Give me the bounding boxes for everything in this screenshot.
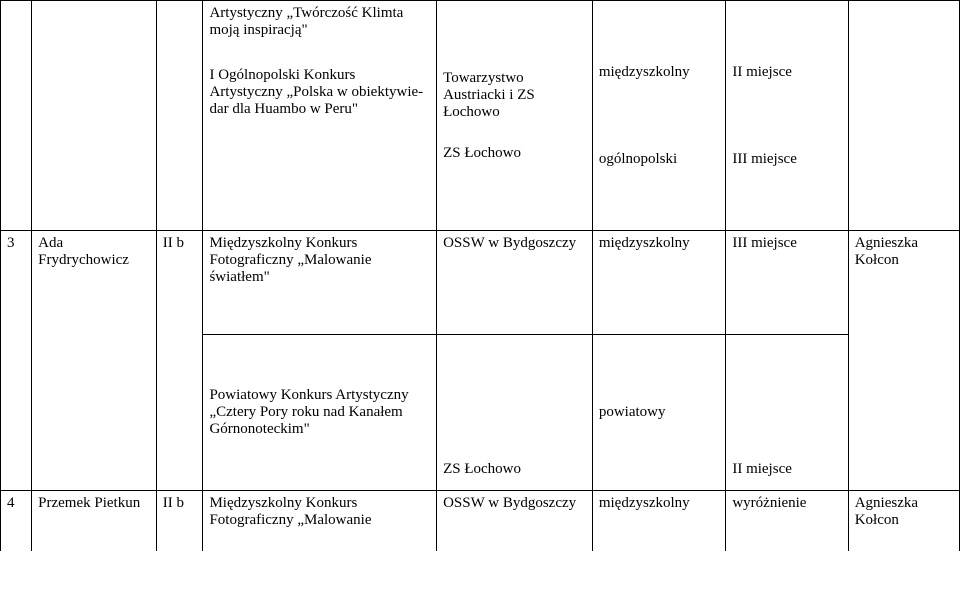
venue-a: Towarzystwo Austriacki i ZS Łochowo — [443, 70, 586, 121]
level-text: powiatowy — [599, 404, 720, 421]
place-text: II miejsce — [732, 461, 841, 478]
contest-text: Powiatowy Konkurs Artystyczny „Cztery Po… — [209, 387, 430, 438]
cell-level: międzyszkolny — [592, 491, 726, 551]
cell-venue: OSSW w Bydgoszczy — [437, 231, 593, 335]
cell-class: II b — [156, 231, 203, 491]
cell-contest: Powiatowy Konkurs Artystyczny „Cztery Po… — [203, 335, 437, 491]
cell-num: 4 — [1, 491, 32, 551]
cell-teacher — [848, 1, 959, 231]
cell-place: II miejsce — [726, 335, 848, 491]
cell-class — [156, 1, 203, 231]
cell-place: wyróżnienie — [726, 491, 848, 551]
place-a: II miejsce — [732, 64, 841, 81]
place-b: III miejsce — [732, 151, 841, 168]
cell-name — [32, 1, 157, 231]
contest-b: I Ogólnopolski Konkurs Artystyczny „Pols… — [209, 67, 430, 118]
cell-name: Przemek Pietkun — [32, 491, 157, 551]
contest-a: Artystyczny „Twórczość Klimta moją inspi… — [209, 5, 430, 39]
cell-num — [1, 1, 32, 231]
cell-level: międzyszkolny — [592, 231, 726, 335]
cell-contest: Międzyszkolny Konkurs Fotograficzny „Mal… — [203, 231, 437, 335]
cell-contest: Międzyszkolny Konkurs Fotograficzny „Mal… — [203, 491, 437, 551]
venue-b: ZS Łochowo — [443, 145, 586, 162]
cell-venue: Towarzystwo Austriacki i ZS Łochowo ZS Ł… — [437, 1, 593, 231]
cell-teacher: Agnieszka Kołcon — [848, 231, 959, 491]
cell-level: międzyszkolny ogólnopolski — [592, 1, 726, 231]
cell-place: III miejsce — [726, 231, 848, 335]
cell-venue: ZS Łochowo — [437, 335, 593, 491]
level-b: ogólnopolski — [599, 151, 720, 168]
cell-contest: Artystyczny „Twórczość Klimta moją inspi… — [203, 1, 437, 231]
cell-teacher: Agnieszka Kołcon — [848, 491, 959, 551]
document-table: Artystyczny „Twórczość Klimta moją inspi… — [0, 0, 960, 551]
table-row: 4 Przemek Pietkun II b Międzyszkolny Kon… — [1, 491, 960, 551]
cell-name: Ada Frydrychowicz — [32, 231, 157, 491]
cell-num: 3 — [1, 231, 32, 491]
table-row: Artystyczny „Twórczość Klimta moją inspi… — [1, 1, 960, 231]
cell-level: powiatowy — [592, 335, 726, 491]
level-a: międzyszkolny — [599, 64, 720, 81]
venue-text: ZS Łochowo — [443, 461, 586, 478]
table-row: 3 Ada Frydrychowicz II b Międzyszkolny K… — [1, 231, 960, 335]
cell-place: II miejsce III miejsce — [726, 1, 848, 231]
cell-venue: OSSW w Bydgoszczy — [437, 491, 593, 551]
cell-class: II b — [156, 491, 203, 551]
